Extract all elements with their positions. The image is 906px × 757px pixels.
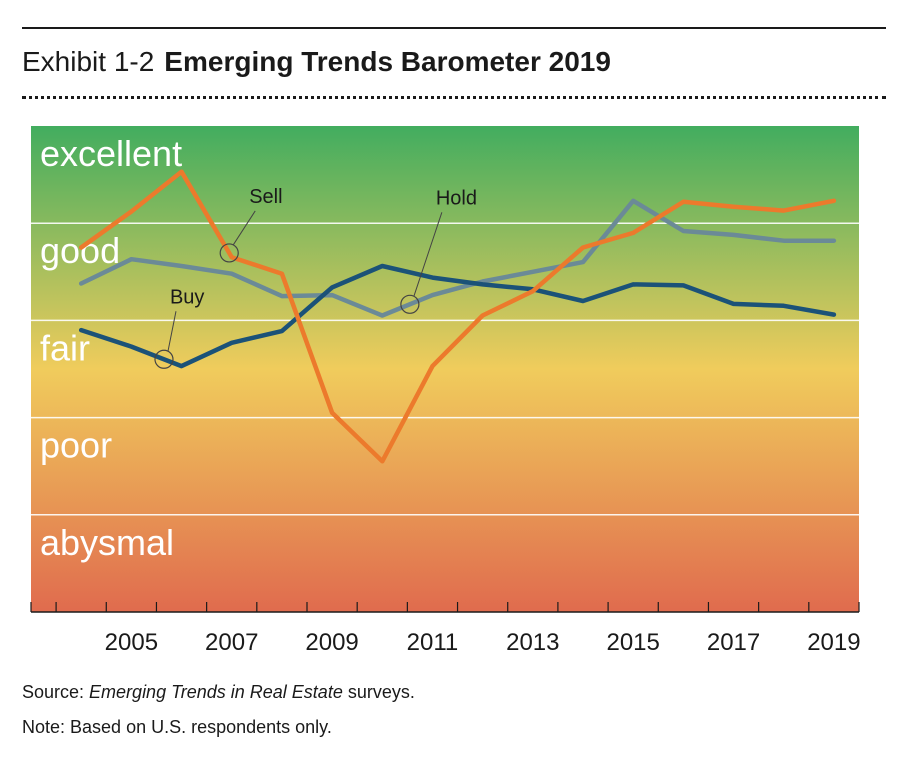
annotation-marker-sell — [219, 243, 239, 263]
x-tick-label: 2015 — [606, 629, 659, 656]
series-annotations: Sell Hold Buy — [154, 186, 477, 369]
x-tick-label: 2019 — [807, 629, 860, 656]
x-tick-label: 2013 — [506, 629, 559, 656]
band-label-excellent: excellent — [40, 133, 182, 174]
annotation-marker-hold — [400, 294, 420, 314]
source-suffix: surveys. — [342, 682, 415, 702]
annotation-leader-hold — [413, 212, 443, 297]
series-line-hold — [78, 198, 837, 318]
x-tick-label: 2009 — [305, 629, 358, 656]
band-label-good: good — [40, 230, 120, 271]
band-labels: abysmal poor fair good excellent — [40, 133, 182, 563]
source-title: Emerging Trends in Real Estate — [89, 682, 343, 702]
annotation-label-buy: Buy — [170, 286, 204, 308]
x-tick-label: 2007 — [205, 629, 258, 656]
x-tick-label: 2005 — [105, 629, 158, 656]
annotation-leader-buy — [167, 311, 177, 352]
dotted-divider — [22, 96, 886, 99]
x-tick-label: 2011 — [407, 629, 459, 656]
source-prefix: Source: — [22, 682, 90, 702]
chart-title: Emerging Trends Barometer 2019 — [164, 46, 611, 77]
source-note: Source: Emerging Trends in Real Estate s… — [22, 680, 415, 704]
x-axis: 2005 2007 2009 2011 2013 2015 2017 2019 — [30, 602, 861, 656]
annotation-leader-sell — [232, 210, 256, 246]
exhibit-number: Exhibit 1-2 — [22, 46, 155, 77]
series-line-buy — [78, 263, 837, 369]
band-label-poor: poor — [40, 425, 112, 466]
band-gridlines — [31, 222, 859, 516]
series-lines — [78, 169, 837, 464]
series-line-sell — [78, 169, 837, 464]
annotation-label-hold: Hold — [436, 187, 477, 209]
x-tick-label: 2017 — [707, 629, 760, 656]
annotation-marker-buy — [154, 349, 174, 369]
band-label-abysmal: abysmal — [40, 522, 174, 563]
page-title: Exhibit 1-2 Emerging Trends Barometer 201… — [22, 44, 611, 80]
footnote: Note: Based on U.S. respondents only. — [22, 717, 332, 737]
band-label-fair: fair — [40, 327, 90, 368]
annotation-label-sell: Sell — [249, 186, 282, 208]
top-rule — [22, 27, 886, 29]
